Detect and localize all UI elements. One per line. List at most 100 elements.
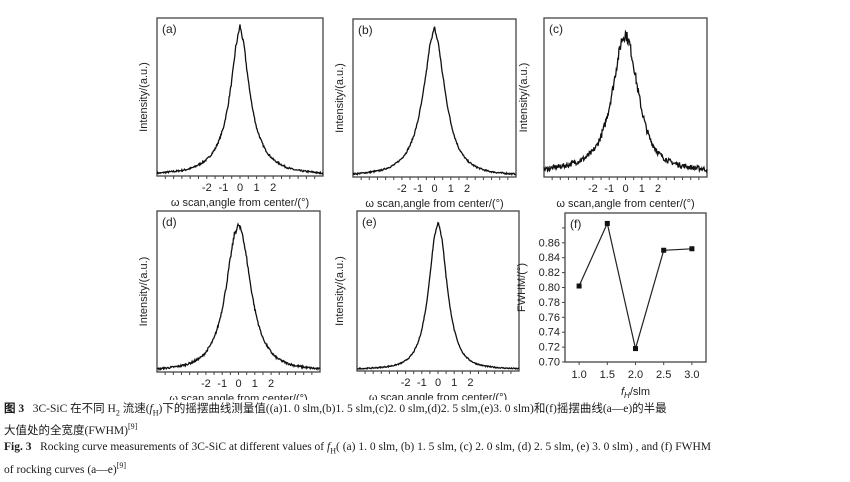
x-tick-label: 0 bbox=[235, 378, 241, 390]
plot-frame bbox=[156, 17, 324, 177]
x-tick-label: 1 bbox=[451, 377, 457, 389]
x-tick-label: 1 bbox=[639, 183, 645, 195]
x-tick-label: -2 bbox=[202, 182, 212, 194]
rocking-curve-b bbox=[352, 26, 517, 177]
fwhm-point bbox=[633, 346, 638, 352]
caption-en-prefix: Fig. 3 bbox=[4, 441, 32, 453]
panel-c: (c) -2 -1 0 1 2 Intensity/(a.u.) ω scan,angle f… bbox=[518, 17, 708, 210]
y-tick-label: 0.80 bbox=[539, 282, 560, 294]
caption-zh-f: f bbox=[149, 403, 153, 415]
panel-label: (a) bbox=[162, 22, 177, 36]
x-tick-label: -2 bbox=[588, 183, 598, 195]
x-tick-label: 0 bbox=[435, 377, 441, 389]
x-label-f: f bbox=[621, 386, 625, 398]
y-tick-label: 0.70 bbox=[539, 357, 560, 369]
rocking-curve-d bbox=[156, 222, 321, 372]
x-tick-label: 0 bbox=[237, 182, 243, 194]
plot-frame bbox=[543, 17, 708, 178]
x-axis-label: fH/slm bbox=[621, 386, 650, 400]
caption-en-f: f bbox=[327, 441, 331, 453]
x-tick-label: 2 bbox=[467, 377, 473, 389]
plot-frame bbox=[564, 212, 707, 363]
caption-en-line2: of rocking curves (a—e) bbox=[4, 464, 117, 476]
caption-en-text-2: ( (a) 1. 0 slm, (b) 1. 5 slm, (c) 2. 0 s… bbox=[336, 441, 711, 453]
x-tick-label: -1 bbox=[217, 378, 227, 390]
panel-e: (e) -2 -1 0 1 2 Intensity/(a.u.) ω scan,angle f… bbox=[334, 210, 520, 400]
fwhm-line bbox=[578, 221, 692, 349]
plot-frame bbox=[352, 18, 517, 178]
caption-zh-ref: [9] bbox=[127, 422, 138, 431]
panel-a: (a) -2 -1 0 1 2 Intensity/(a.u.) ω scan,angle f… bbox=[138, 17, 324, 209]
caption-chinese-line2: 大值处的全宽度(FWHM)[9] bbox=[4, 419, 137, 439]
caption-en-text-1: Rocking curve measurements of 3C-SiC at … bbox=[40, 441, 328, 453]
caption-zh-text-3: )下的摇摆曲线测量值((a)1. 0 slm,(b)1. 5 slm,(c)2.… bbox=[158, 403, 667, 415]
x-label-unit: /slm bbox=[630, 386, 650, 398]
x-label-sub: H bbox=[624, 391, 630, 400]
x-tick-label: 0 bbox=[431, 183, 437, 195]
x-tick-label: 2.0 bbox=[628, 369, 643, 381]
caption-chinese: 图 3 3C-SiC 在不同 H2 流速(fH)下的摇摆曲线测量值((a)1. … bbox=[4, 402, 667, 420]
x-tick-label: -1 bbox=[413, 183, 423, 195]
caption-english-line2: of rocking curves (a—e)[9] bbox=[4, 458, 126, 478]
fwhm-point bbox=[604, 220, 610, 226]
x-tick-label: 1.5 bbox=[600, 369, 615, 381]
x-tick-label: -1 bbox=[219, 182, 229, 194]
x-tick-label: 1 bbox=[252, 378, 258, 390]
plot-frame bbox=[356, 210, 520, 372]
caption-en-sub-h: H bbox=[330, 446, 336, 456]
x-tick-label: 0 bbox=[622, 183, 628, 195]
caption-en-ref: [9] bbox=[116, 461, 127, 470]
y-axis-label: FWHM/(°) bbox=[516, 263, 528, 312]
panel-label: (f) bbox=[570, 217, 581, 231]
y-axis-label: Intensity/(a.u.) bbox=[138, 257, 150, 327]
x-tick-label: -2 bbox=[401, 377, 411, 389]
panel-f: (f) 1.0 1.5 2.0 2.5 3.0 0.70 0.72 0.74 0.76 0.78 0.… bbox=[516, 212, 707, 400]
y-tick-label: 0.86 bbox=[539, 237, 560, 249]
caption-english: Fig. 3 Rocking curve measurements of 3C-… bbox=[4, 440, 711, 458]
x-axis-label: ω scan,angle from center/(°) bbox=[365, 198, 503, 210]
caption-zh-text-1: 3C-SiC 在不同 H bbox=[32, 403, 116, 415]
y-tick-label: 0.76 bbox=[539, 312, 560, 324]
rocking-curve-e bbox=[356, 221, 520, 371]
y-tick-label: 0.78 bbox=[539, 297, 560, 309]
x-axis-label: ω scan,angle from center/(°) bbox=[171, 197, 309, 209]
x-axis-label: ω scan,angle from center/(°) bbox=[556, 198, 694, 210]
y-tick-label: 0.82 bbox=[539, 267, 560, 279]
x-tick-label: 1 bbox=[254, 182, 260, 194]
x-axis-label: ω scan,angle from center/(°) bbox=[369, 392, 507, 400]
x-tick-label: -1 bbox=[417, 377, 427, 389]
caption-zh-prefix: 图 3 bbox=[4, 403, 25, 415]
x-tick-label: -2 bbox=[201, 378, 211, 390]
y-tick-label: 0.74 bbox=[539, 327, 560, 339]
panel-label: (c) bbox=[549, 22, 563, 36]
caption-zh-line2: 大值处的全宽度(FWHM) bbox=[4, 425, 128, 437]
x-tick-label: 2 bbox=[270, 182, 276, 194]
y-axis-label: Intensity/(a.u.) bbox=[518, 63, 530, 133]
y-tick-label: 0.72 bbox=[539, 342, 560, 354]
x-tick-label: 2 bbox=[464, 183, 470, 195]
rocking-curve-c bbox=[543, 29, 708, 174]
panel-d: (d) -2 -1 0 1 2 Intensity/(a.u.) ω scan,angle f… bbox=[138, 210, 321, 400]
plot-frame bbox=[156, 210, 321, 373]
x-axis-label: ω scan,angle from center/(°) bbox=[169, 393, 307, 400]
x-tick-label: -2 bbox=[397, 183, 407, 195]
x-tick-label: 1.0 bbox=[571, 369, 586, 381]
caption-zh-sub-2: 2 bbox=[115, 408, 120, 418]
fwhm-point bbox=[576, 283, 582, 289]
x-tick-label: 2 bbox=[655, 183, 661, 195]
fwhm-point bbox=[689, 246, 695, 252]
panel-label: (b) bbox=[358, 23, 373, 37]
x-tick-label: 2 bbox=[268, 378, 274, 390]
caption-zh-sub-h: H bbox=[152, 408, 159, 418]
panel-label: (d) bbox=[162, 215, 177, 229]
x-tick-label: 1 bbox=[448, 183, 454, 195]
fwhm-point bbox=[661, 247, 667, 253]
y-axis-label: Intensity/(a.u.) bbox=[138, 62, 150, 132]
rocking-curve-a bbox=[156, 24, 324, 175]
y-axis-label: Intensity/(a.u.) bbox=[334, 256, 346, 326]
panel-label: (e) bbox=[362, 215, 377, 229]
y-axis-label: Intensity/(a.u.) bbox=[334, 63, 346, 133]
panel-b: (b) -2 -1 0 1 2 Intensity/(a.u.) ω scan,angle f… bbox=[334, 18, 517, 210]
x-tick-label: 3.0 bbox=[684, 369, 699, 381]
